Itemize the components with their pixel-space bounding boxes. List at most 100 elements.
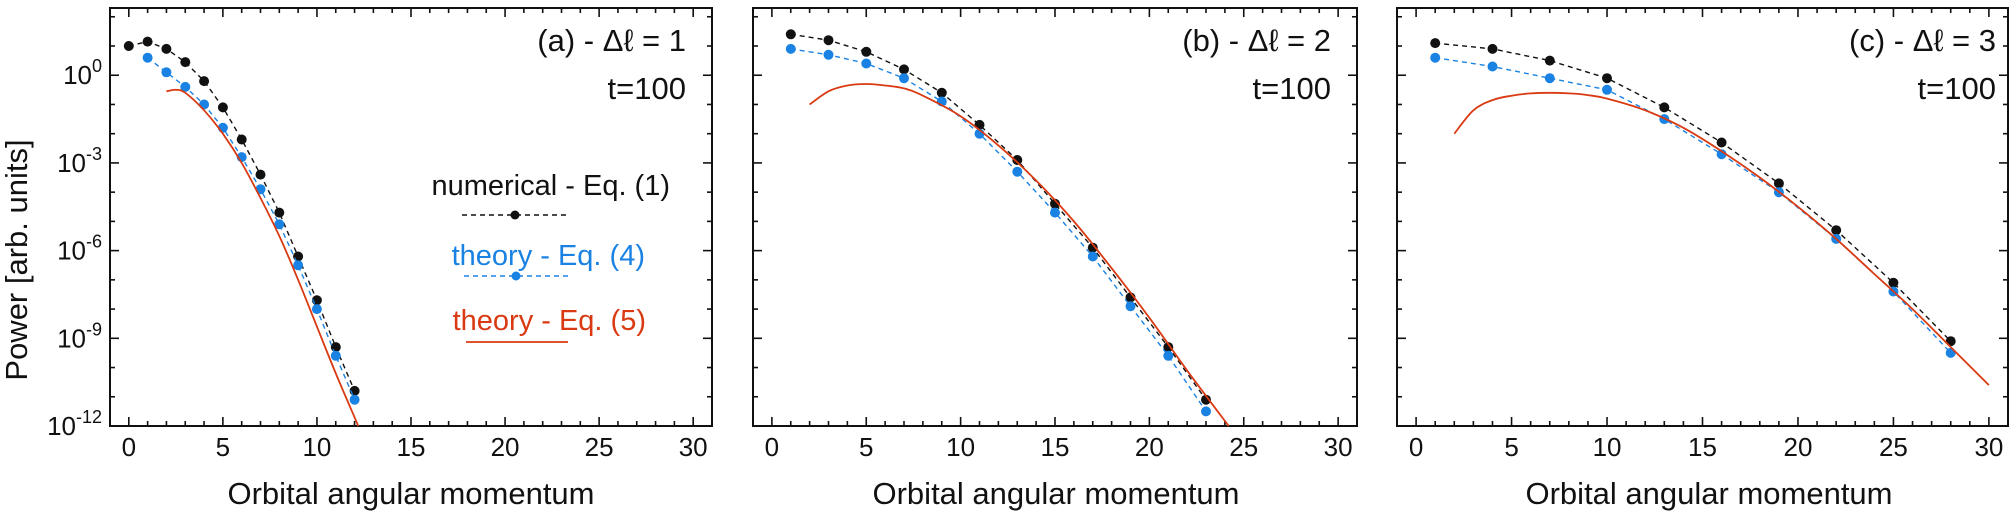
panel-a-theory-eq4-point: [274, 219, 285, 230]
panel-a-x-tick-label: 0: [122, 432, 136, 462]
panel-a-x-tick-label: 25: [585, 432, 614, 462]
panel-b-theory-eq4-point: [1201, 406, 1211, 417]
panel-b-theory-eq4-point: [861, 58, 872, 69]
panel-c: (c) - Δℓ = 3 t=100 Orbital angular momen…: [1396, 7, 2009, 511]
panel-a-numerical-point: [293, 251, 304, 262]
legend-theory-eq5-label: theory - Eq. (5): [453, 305, 646, 337]
panel-b-theory-eq4-point: [785, 43, 796, 54]
legend-numerical-marker: [510, 210, 520, 220]
panel-c-numerical-point: [1831, 225, 1842, 236]
panel-c-theory-eq4-line: [1435, 57, 1952, 354]
panel-b-title: (b) - Δℓ = 2: [1182, 23, 1331, 58]
panel-c-theory-eq4-point: [1487, 61, 1498, 72]
panel-a-theory-eq4-point: [311, 304, 322, 315]
panel-b-theory-eq4-point: [1125, 301, 1136, 312]
panel-b-theory-eq4-point: [823, 49, 834, 60]
panel-b-numerical-point: [1163, 342, 1174, 353]
panel-c-x-tick-label: 30: [1974, 432, 2003, 462]
panel-a-x-tick-label: 10: [302, 432, 331, 462]
panel-b-numerical-point: [1087, 242, 1098, 253]
panel-c-theory-eq5-curve: [1453, 91, 1990, 386]
panel-b-numerical-point: [1201, 394, 1211, 405]
panel-c-numerical-point: [1773, 178, 1784, 189]
panel-a-numerical-point: [142, 36, 153, 47]
panel-a-x-tick-label: 20: [491, 432, 520, 462]
panel-b-theory-eq4-point: [1012, 166, 1023, 177]
panel-b-theory-eq4-point: [1163, 350, 1174, 361]
panel-b-x-tick-label: 10: [946, 432, 975, 462]
panel-c-numerical-point: [1430, 38, 1441, 49]
panel-c-theory-eq4-point: [1544, 73, 1555, 84]
panel-b-numerical-point: [1050, 198, 1060, 209]
panel-c-x-tick-label: 25: [1879, 432, 1908, 462]
panel-a-numerical-point: [274, 207, 285, 218]
panel-a-title: (a) - Δℓ = 1: [537, 23, 686, 58]
panel-c-theory-eq4-point: [1430, 52, 1441, 63]
panel-b-x-tick-label: 5: [859, 432, 873, 462]
panel-a-y-tick-label: 100: [63, 56, 102, 90]
panel-a-x-tick-label: 15: [397, 432, 426, 462]
panel-a-y-tick-label: 10-9: [57, 319, 102, 353]
panel-a-numerical-point: [217, 102, 228, 113]
panel-b-numerical-point: [861, 46, 872, 57]
panel-b-x-tick-label: 25: [1229, 432, 1258, 462]
panel-c-numerical-point: [1487, 43, 1498, 54]
panel-c-x-axis-label: Orbital angular momentum: [1526, 476, 1893, 511]
panel-b-theory-eq4-point: [1050, 207, 1060, 218]
panel-a-numerical-point: [123, 41, 134, 51]
panel-b-x-axis-label: Orbital angular momentum: [873, 476, 1240, 511]
panel-c-numerical-point: [1544, 55, 1555, 66]
panel-a-y-tick-label: 10-12: [47, 407, 102, 441]
panel-c-numerical-line: [1435, 42, 1952, 342]
panel-a-theory-eq4-line: [147, 57, 356, 400]
panel-a-theory-eq4-point: [199, 99, 210, 110]
panel-a-theory-eq5-curve: [166, 88, 360, 427]
panel-a-theory-eq4-point: [161, 67, 172, 78]
panel-b-x-tick-label: 0: [765, 432, 779, 462]
panel-c-x-tick-label: 5: [1504, 432, 1518, 462]
panel-a-theory-eq4-point: [349, 394, 360, 405]
panel-a-x-axis-label: Orbital angular momentum: [228, 476, 595, 511]
panel-c-numerical-point: [1602, 73, 1612, 84]
panel-b-theory-eq4-point: [1087, 251, 1098, 262]
panel-a-theory-eq4-point: [180, 81, 191, 92]
panel-a-numerical-point: [180, 57, 191, 68]
panel-b-numerical-point: [785, 29, 796, 40]
y-axis-label: Power [arb. units]: [0, 139, 34, 380]
panel-b-numerical-point: [936, 87, 947, 98]
panel-a-numerical-point: [330, 342, 341, 353]
panel-b-numerical-point: [1012, 155, 1023, 165]
panel-c-x-tick-label: 0: [1409, 432, 1423, 462]
panel-c-numerical-point: [1659, 102, 1670, 113]
panel-c-theory-eq4-point: [1602, 84, 1612, 95]
panel-a-numerical-point: [199, 76, 210, 87]
panel-b-x-tick-label: 30: [1324, 432, 1353, 462]
panel-a: (a) - Δℓ = 1 t=100 Orbital angular momen…: [47, 7, 713, 511]
panel-b-theory-eq4-line: [790, 48, 1207, 412]
panel-b-annotation: t=100: [1253, 71, 1331, 106]
panel-a-y-tick-label: 10-6: [57, 232, 102, 266]
panel-c-numerical-point: [1888, 277, 1899, 288]
legend-numerical-label: numerical - Eq. (1): [431, 170, 670, 202]
panel-a-theory-eq4-point: [330, 350, 341, 361]
panel-b-x-tick-label: 20: [1135, 432, 1164, 462]
panel-b-numerical-point: [974, 119, 985, 130]
panel-a-numerical-point: [161, 43, 172, 54]
panel-c-theory-eq4-point: [1716, 149, 1727, 160]
panel-b-theory-eq4-point: [899, 73, 909, 84]
panel-c-x-tick-label: 15: [1688, 432, 1717, 462]
panel-a-numerical-point: [236, 134, 247, 145]
panel-b-theory-eq5-curve: [809, 83, 1230, 427]
panel-a-theory-eq4-point: [293, 260, 304, 271]
legend-theory-eq4-label: theory - Eq. (4): [452, 240, 645, 272]
panel-c-frame: [1396, 7, 2009, 427]
panel-c-annotation: t=100: [1918, 71, 1996, 106]
panel-c-x-tick-label: 10: [1593, 432, 1622, 462]
panel-b-x-tick-label: 15: [1041, 432, 1070, 462]
panel-a-annotation: t=100: [608, 71, 686, 106]
panel-b-numerical-line: [790, 33, 1207, 401]
panel-b: (b) - Δℓ = 2 t=100 Orbital angular momen…: [752, 7, 1358, 511]
legend: numerical - Eq. (1) theory - Eq. (4) the…: [431, 170, 670, 343]
panel-c-x-tick-label: 20: [1784, 432, 1813, 462]
